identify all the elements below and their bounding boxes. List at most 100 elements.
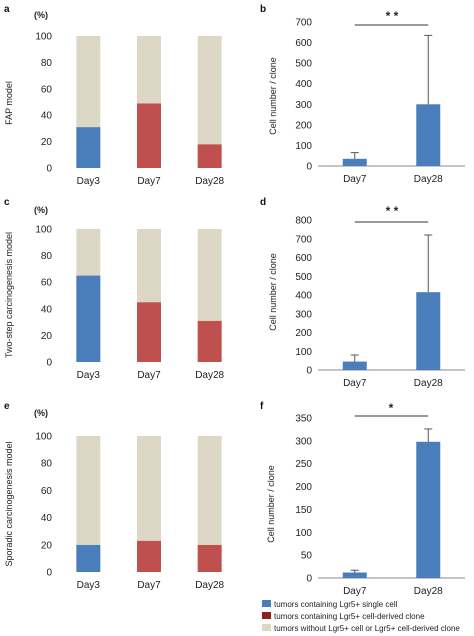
panel-e: e (%) Sporadic carcinogenesis model 0 20 4…	[4, 401, 225, 591]
panel-c-ytick: 60	[41, 278, 53, 289]
panel-e-bar-single-day3	[76, 544, 101, 572]
panel-f: f Cell number / clone * 0 50 100 150 200 250 3…	[260, 401, 465, 597]
panel-b-ylabel: Cell number / clone	[268, 57, 278, 135]
legend-label-single: tumors containing Lgr5+ single cell	[274, 600, 398, 609]
panel-c-bar-without-day28	[197, 229, 222, 321]
panel-a-ytick: 40	[41, 111, 53, 122]
panel-f-label: f	[260, 401, 264, 412]
panel-f-ylabel: Cell number / clone	[266, 465, 276, 543]
panel-a-unit: (%)	[34, 10, 48, 20]
panel-f-ytick: 0	[306, 574, 312, 585]
panel-e-bar-without-day7	[137, 436, 161, 541]
panel-d-ytick: 200	[295, 328, 312, 339]
panel-c-bar-derived-day28	[197, 320, 222, 362]
panel-a-bar-without-day3	[76, 36, 101, 128]
panel-f-ytick: 100	[295, 528, 312, 539]
panel-f-xtick: Day28	[414, 586, 443, 597]
panel-e-xtick: Day7	[137, 580, 161, 591]
panel-a-ytick: 20	[41, 137, 53, 148]
panel-c-bar-without-day7	[137, 229, 161, 303]
legend-swatch-without	[262, 624, 271, 631]
panel-e-ytick: 60	[41, 486, 53, 497]
panel-c-unit: (%)	[34, 205, 48, 215]
legend: tumors containing Lgr5+ single cell tumo…	[262, 600, 460, 633]
panel-c-ytick: 100	[35, 225, 52, 236]
panel-f-xtick: Day7	[343, 586, 367, 597]
panel-f-ytick: 200	[295, 482, 312, 493]
panel-f-ytick: 350	[295, 414, 312, 425]
panel-c-bar-without-day3	[76, 229, 101, 276]
panel-f-ytick: 50	[301, 551, 313, 562]
panel-d: d Cell number / clone * * 0 100 200 300 400 5…	[260, 197, 465, 389]
panel-d-ylabel: Cell number / clone	[268, 253, 278, 331]
panel-d-xtick: Day28	[414, 378, 443, 389]
legend-swatch-single	[262, 600, 271, 607]
panel-c-xtick: Day28	[195, 370, 224, 381]
panel-d-ytick: 800	[295, 216, 312, 227]
panel-c-ytick: 0	[46, 358, 52, 369]
panel-e-unit: (%)	[34, 408, 48, 418]
panel-b-bar-day7	[342, 158, 367, 166]
panel-e-ytick: 0	[46, 568, 52, 579]
panel-e-ytick: 80	[41, 459, 53, 470]
panel-d-xtick: Day7	[343, 378, 367, 389]
panel-c-plot: 0 20 40 60 80 100 Day3 Day7 Day28	[35, 225, 224, 382]
panel-c-xtick: Day7	[137, 370, 161, 381]
panel-f-ytick: 250	[295, 459, 312, 470]
panel-e-label: e	[4, 401, 10, 412]
panel-b-ytick: 100	[295, 141, 312, 152]
panel-a-ytick: 0	[46, 164, 52, 175]
panel-d-ytick: 600	[295, 253, 312, 264]
panel-b-ytick: 200	[295, 120, 312, 131]
panel-c-ytick: 40	[41, 304, 53, 315]
panel-d-bar-day28	[416, 292, 441, 370]
panel-a-bar-single-day3	[76, 127, 101, 168]
panel-e-xtick: Day3	[77, 580, 101, 591]
panel-d-significance: * *	[386, 204, 399, 218]
panel-a: a (%) FAP model 0 20 40 60 80 100 Day3 Day7 Day2…	[4, 4, 225, 187]
panel-c-bar-derived-day7	[137, 302, 161, 362]
panel-a-xtick: Day3	[77, 176, 101, 187]
panel-a-bar-derived-day28	[197, 144, 222, 168]
panel-d-ytick: 500	[295, 272, 312, 283]
panel-b-ytick: 600	[295, 38, 312, 49]
panel-a-bar-derived-day7	[137, 103, 161, 168]
panel-c-ytick: 20	[41, 331, 53, 342]
panel-e-ytick: 100	[35, 432, 52, 443]
legend-label-without: tumors without Lgr5+ cell or Lgr5+ cell-…	[274, 624, 460, 633]
panel-a-ylabel: FAP model	[4, 81, 14, 125]
panel-d-label: d	[260, 197, 266, 208]
panel-b: b Cell number / clone * * 0 100 200 300 400 5…	[260, 4, 465, 185]
panel-b-ytick: 400	[295, 79, 312, 90]
panel-e-bar-derived-day7	[137, 540, 161, 572]
legend-swatch-derived	[262, 612, 271, 619]
panel-c-label: c	[4, 197, 10, 208]
panel-e-bar-without-day3	[76, 436, 101, 545]
panel-d-ytick: 700	[295, 234, 312, 245]
panel-d-ytick: 0	[306, 366, 312, 377]
panel-d-ytick: 300	[295, 309, 312, 320]
panel-e-ytick: 40	[41, 513, 53, 524]
legend-label-derived: tumors containing Lgr5+ cell-derived clo…	[274, 612, 425, 621]
panel-a-ytick: 80	[41, 58, 53, 69]
panel-c-ylabel: Two-step carcinogenesis model	[4, 232, 14, 358]
panel-e-bar-derived-day28	[197, 544, 222, 572]
panel-e-ytick: 20	[41, 540, 53, 551]
panel-c-ytick: 80	[41, 251, 53, 262]
panel-e-xtick: Day28	[195, 580, 224, 591]
panel-c-xtick: Day3	[77, 370, 101, 381]
panel-b-significance: * *	[386, 9, 399, 23]
panel-d-ytick: 400	[295, 291, 312, 302]
panel-b-plot: 0 100 200 300 400 500 600 700 Day7 Day28	[295, 18, 465, 185]
panel-a-label: a	[4, 4, 10, 15]
panel-b-ytick: 500	[295, 59, 312, 70]
panel-a-plot: 0 20 40 60 80 100 Day3 Day7 Day28	[35, 32, 224, 188]
panel-a-xtick: Day28	[195, 176, 224, 187]
panel-d-plot: 0 100 200 300 400 500 600 700 800 Day7 Day28	[295, 216, 465, 389]
panel-f-bar-day7	[342, 572, 367, 578]
panel-a-ytick: 60	[41, 84, 53, 95]
panel-f-bar-day28	[416, 441, 441, 578]
panel-b-bar-day28	[416, 104, 441, 166]
panel-b-xtick: Day28	[414, 174, 443, 185]
